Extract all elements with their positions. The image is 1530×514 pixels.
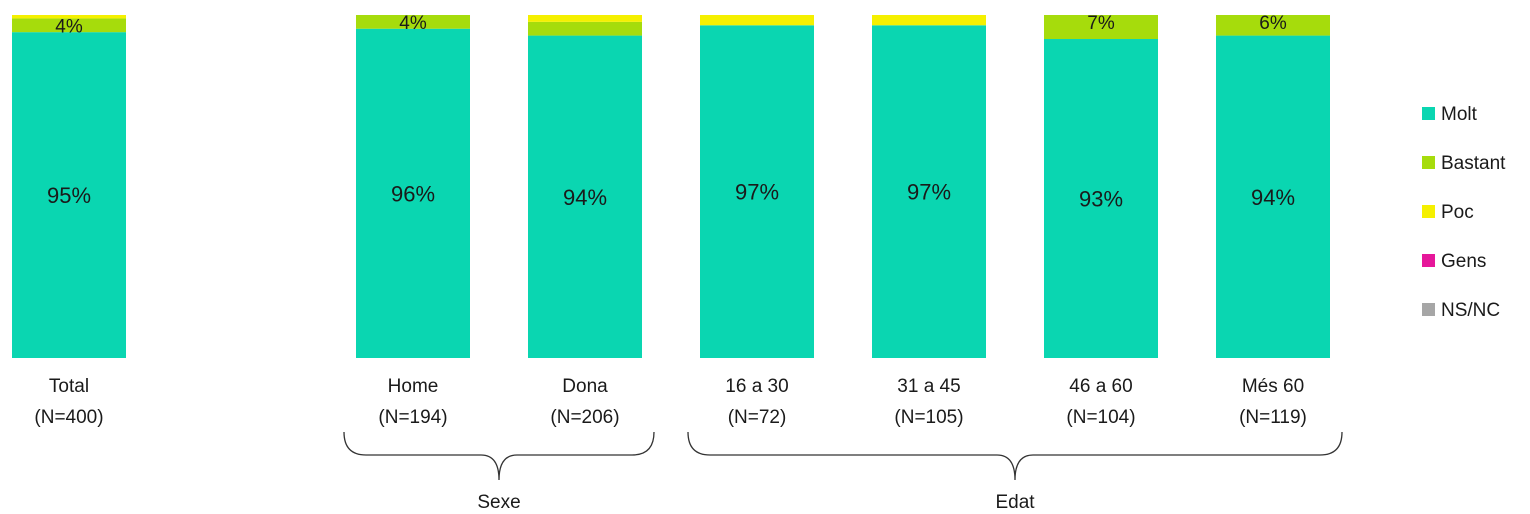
legend-label-molt: Molt (1441, 104, 1478, 125)
bar-segment-poc-total (12, 15, 126, 19)
bar-segment-molt-16-a-30 (700, 25, 814, 358)
legend-swatch-ns-nc (1422, 303, 1435, 316)
group-label-sexe: Sexe (477, 492, 520, 513)
legend-label-poc: Poc (1441, 202, 1474, 223)
bar-segment-bastant-dona (528, 21, 642, 36)
group-label-edat: Edat (995, 492, 1035, 513)
data-label-bastant-home: 4% (399, 13, 427, 34)
category-label-home: Home (388, 376, 439, 397)
bar-segment-bastant-m-s-60 (1216, 15, 1330, 36)
category-n-16-a-30: (N=72) (728, 407, 787, 428)
bar-segment-molt-total (12, 32, 126, 359)
data-label-molt-total: 95% (47, 183, 91, 208)
bar-segment-molt-31-a-45 (872, 25, 986, 358)
group-braces-layer: Sexe Edat (343, 431, 1343, 513)
category-label-total: Total (49, 376, 89, 397)
category-n-total: (N=400) (34, 407, 103, 428)
data-label-bastant-m-s-60: 6% (1259, 13, 1287, 34)
category-n-m-s-60: (N=119) (1239, 407, 1307, 428)
data-label-molt-46-a-60: 93% (1079, 187, 1123, 212)
data-label-molt-home: 96% (391, 181, 435, 206)
category-label-m-s-60: Més 60 (1242, 376, 1304, 397)
bar-segment-bastant-total (12, 18, 126, 33)
category-label-46-a-60: 46 a 60 (1069, 376, 1132, 397)
bar-segment-bastant-home (356, 15, 470, 29)
brace-edat (687, 431, 1343, 481)
category-label-31-a-45: 31 a 45 (897, 376, 960, 397)
brace-sexe (343, 431, 655, 481)
category-label-16-a-30: 16 a 30 (725, 376, 788, 397)
category-n-home: (N=194) (378, 407, 447, 428)
legend-swatch-poc (1422, 205, 1435, 218)
bar-segment-molt-m-s-60 (1216, 35, 1330, 358)
category-n-46-a-60: (N=104) (1066, 407, 1135, 428)
bars-layer (12, 15, 1330, 359)
legend-label-bastant: Bastant (1441, 153, 1506, 174)
data-label-molt-16-a-30: 97% (735, 180, 779, 205)
data-label-bastant-total: 4% (55, 16, 83, 37)
data-label-molt-dona: 94% (563, 185, 607, 210)
bar-segment-molt-46-a-60 (1044, 39, 1158, 358)
bar-segment-bastant-46-a-60 (1044, 15, 1158, 40)
category-n-dona: (N=206) (550, 407, 619, 428)
bar-segment-poc-16-a-30 (700, 15, 814, 26)
legend-swatch-gens (1422, 254, 1435, 267)
bar-segment-poc-31-a-45 (872, 15, 986, 26)
bar-segment-molt-dona (528, 35, 642, 358)
legend-swatch-bastant (1422, 156, 1435, 169)
data-label-molt-31-a-45: 97% (907, 180, 951, 205)
segment-labels-layer: 95% 4% 96% 4% 94% 97% 97% 93% 7% 94% 6% (47, 13, 1295, 212)
legend-label-gens: Gens (1441, 251, 1486, 272)
category-label-dona: Dona (562, 376, 608, 397)
legend-swatch-molt (1422, 107, 1435, 120)
legend-label-ns-nc: NS/NC (1441, 300, 1500, 321)
category-n-31-a-45: (N=105) (894, 407, 963, 428)
data-label-bastant-46-a-60: 7% (1087, 13, 1115, 34)
category-labels-layer: Total (N=400) Home (N=194) Dona (N=206) 16 a 3… (34, 376, 1306, 428)
data-label-molt-m-s-60: 94% (1251, 185, 1295, 210)
bar-segment-molt-home (356, 28, 470, 358)
bar-segment-poc-dona (528, 15, 642, 22)
legend: Molt Bastant Poc Gens NS/NC (1422, 104, 1506, 321)
